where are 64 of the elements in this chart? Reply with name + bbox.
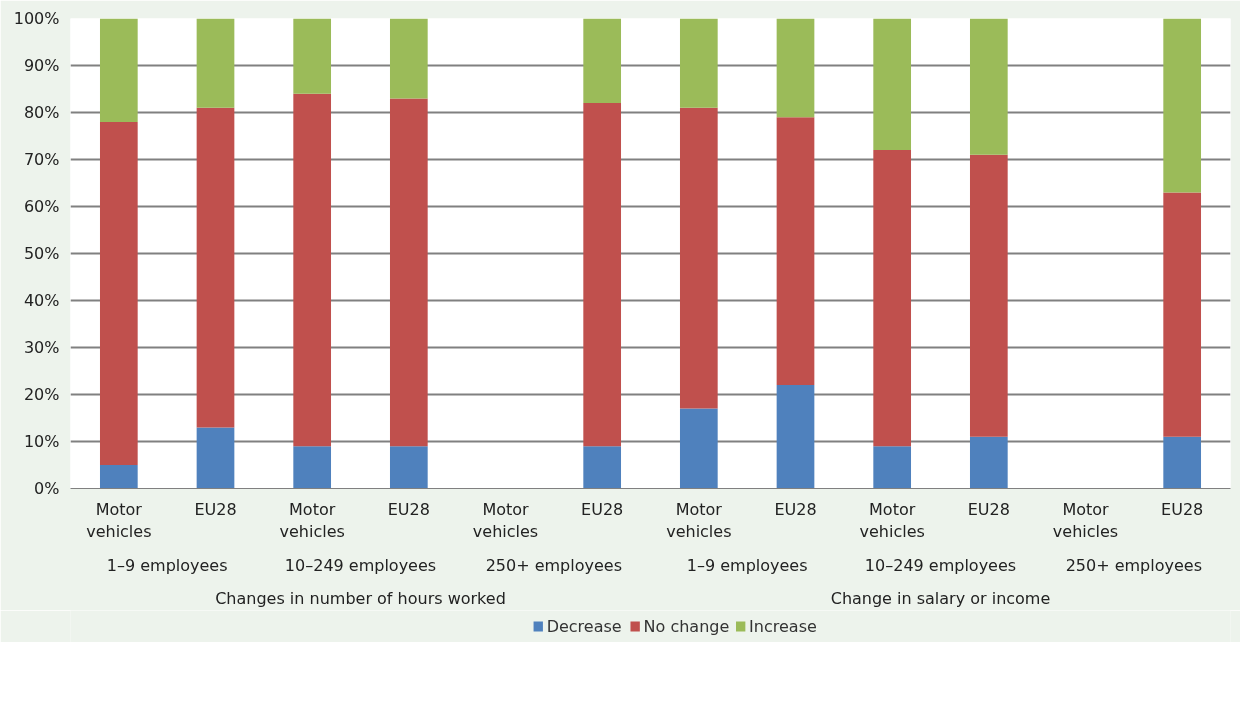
bar: [969, 18, 1008, 155]
bar: [1163, 192, 1202, 437]
bar: [99, 121, 138, 465]
y-tick-label: 50%: [23, 244, 60, 263]
bar: [776, 18, 815, 118]
bar: [1163, 436, 1202, 489]
x-tick-label: Motor vehicles: [1052, 499, 1119, 542]
bar: [293, 18, 332, 94]
bar: [776, 117, 815, 386]
bar: [389, 446, 428, 489]
y-tick-label: 30%: [23, 338, 60, 357]
bar: [969, 436, 1008, 489]
x-tick-label: EU28: [1161, 499, 1204, 519]
x-tick-label: EU28: [194, 499, 237, 519]
text: 10–249 employees: [864, 555, 1017, 575]
x-tick-label: Motor vehicles: [472, 499, 539, 542]
bar: [389, 98, 428, 447]
text: 1–9 employees: [686, 555, 808, 575]
y-tick-label: 80%: [23, 103, 60, 122]
text: 10–249 employees: [284, 555, 437, 575]
y-tick-label: 100%: [13, 9, 60, 28]
bar: [1163, 18, 1202, 193]
text: 250+ employees: [485, 555, 623, 575]
bar: [293, 446, 332, 489]
text: Changes in number of hours worked: [215, 588, 506, 608]
bar: [873, 446, 912, 489]
x-tick-label: Motor vehicles: [86, 499, 152, 542]
x-tick-label: EU28: [581, 499, 624, 519]
bar: [99, 18, 138, 122]
bar: [196, 427, 235, 489]
y-tick-label: 20%: [23, 385, 60, 404]
bar: [583, 446, 622, 489]
bar: [679, 18, 718, 108]
bar: [583, 18, 622, 104]
bar: [99, 465, 138, 489]
legend-label: Increase: [749, 617, 817, 636]
y-tick-label: 70%: [23, 150, 60, 169]
legend-label: No change: [643, 617, 730, 636]
text: 250+ employees: [1065, 555, 1203, 575]
bar: [679, 107, 718, 409]
y-tick-label: 90%: [23, 56, 60, 75]
y-tick-label: 0%: [34, 479, 60, 498]
x-tick-label: Motor vehicles: [279, 499, 345, 542]
legend-label: Decrease: [546, 617, 622, 636]
bar: [196, 18, 235, 108]
x-tick-label: Motor vehicles: [666, 499, 732, 542]
y-tick-label: 40%: [23, 291, 60, 310]
y-tick-label: 60%: [23, 197, 60, 216]
x-tick-label: Motor vehicles: [859, 499, 925, 542]
bar: [389, 18, 428, 99]
text: 1–9 employees: [106, 555, 228, 575]
y-tick-label: 10%: [23, 432, 60, 451]
bar: [873, 18, 912, 151]
bar: [583, 103, 622, 447]
bar: [873, 150, 912, 447]
bar: [776, 385, 815, 489]
text: Change in salary or income: [830, 588, 1051, 608]
x-tick-label: EU28: [387, 499, 430, 519]
bar: [293, 93, 332, 447]
x-tick-label: EU28: [774, 499, 817, 519]
x-tick-label: EU28: [967, 499, 1010, 519]
bar: [679, 408, 718, 489]
bar: [969, 154, 1008, 437]
bar: [196, 107, 235, 428]
